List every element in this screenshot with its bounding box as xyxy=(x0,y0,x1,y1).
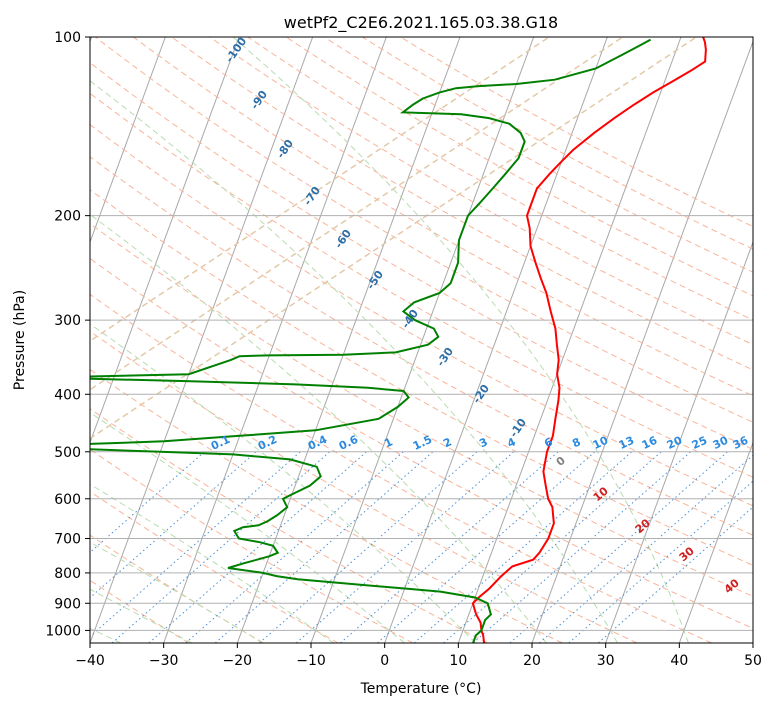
tan-isopleth-line xyxy=(90,37,624,391)
moist-adiabat-line xyxy=(90,213,547,643)
dry-adiabat-line xyxy=(90,124,753,507)
mixing-ratio-line xyxy=(539,454,753,643)
mixing-ratio-line xyxy=(509,451,728,643)
mixing-ratio-line xyxy=(90,451,257,599)
isotherm-line xyxy=(678,441,753,643)
profile-series xyxy=(90,37,707,643)
moist-adiabat-line xyxy=(90,483,334,643)
isotherm-line xyxy=(90,37,314,643)
dry-adiabat-line xyxy=(90,92,753,478)
dry-adiabat-line xyxy=(400,37,753,228)
x-tick-label: −10 xyxy=(296,653,326,669)
isotherm-line xyxy=(90,37,240,444)
y-tick-label: 200 xyxy=(54,209,81,225)
dry-adiabat-line xyxy=(90,62,753,450)
mixing-ratio-line xyxy=(295,451,515,643)
plot-frame xyxy=(89,36,754,644)
mixing-ratio-line xyxy=(568,480,753,643)
plot-background xyxy=(90,37,753,643)
dry-adiabat-line xyxy=(90,448,414,643)
mixing-ratio-label: 10 xyxy=(591,434,611,452)
dry-adiabat-line xyxy=(90,534,264,643)
pressure-grid xyxy=(90,37,753,631)
y-tick-label: 1000 xyxy=(45,623,81,639)
x-tick-label: 50 xyxy=(744,653,762,669)
x-axis: −40 −30 −20 −10 0 10 20 30 40 50 xyxy=(75,643,762,669)
isotherm-line xyxy=(236,37,461,643)
isotherm-line xyxy=(531,40,753,643)
isotherm-line xyxy=(384,37,608,643)
dry-adiabat-line xyxy=(90,189,753,566)
tan-isopleth-line xyxy=(90,37,697,440)
isopleth-labels: 0.1 0.2 0.4 0.6 1 1.5 2 3 4 6 8 10 13 16 20 25 30 36-100-… xyxy=(209,35,751,597)
mixing-ratio-line xyxy=(259,451,478,643)
x-tick-label: 30 xyxy=(597,653,615,669)
tan-isopleth-line xyxy=(90,37,550,342)
y-tick-label: 100 xyxy=(54,30,81,46)
isotherm-line xyxy=(90,37,166,244)
dry-adiabat-line xyxy=(285,37,753,297)
mixing-ratio-line xyxy=(111,451,331,643)
mixing-ratio-label: 20 xyxy=(665,434,685,452)
mixing-ratio-label: 36 xyxy=(731,434,751,452)
y-tick-label: 700 xyxy=(54,532,81,548)
x-tick-label: 10 xyxy=(449,653,467,669)
mixing-ratio-line xyxy=(148,451,367,643)
dry-adiabat-line xyxy=(90,223,753,597)
mixing-ratio-line xyxy=(597,506,753,643)
isotherm-line xyxy=(310,37,535,643)
x-tick-label: −20 xyxy=(223,653,253,669)
dewpoint-line xyxy=(90,38,652,643)
dry-adiabat-line xyxy=(323,37,753,273)
isotherm-line xyxy=(605,240,753,643)
dry-adiabat-line xyxy=(90,293,712,643)
isotherm-line xyxy=(457,37,682,643)
mixing-ratio-line xyxy=(443,451,662,643)
mixing-ratio-line xyxy=(413,451,633,643)
y-axis-title: Pressure (hPa) xyxy=(12,290,28,390)
dry-adiabat-line xyxy=(362,37,753,250)
x-tick-label: 20 xyxy=(523,653,541,669)
mixing-ratio-line xyxy=(90,451,301,638)
temperature-line xyxy=(471,37,707,643)
y-tick-label: 900 xyxy=(54,596,81,612)
mixing-ratio-line xyxy=(472,451,691,643)
y-tick-label: 400 xyxy=(54,387,81,403)
dry-adiabat-line xyxy=(90,257,753,629)
y-tick-label: 500 xyxy=(54,445,81,461)
isotherm-line xyxy=(163,37,387,643)
chart-title: wetPf2_C2E6.2021.165.03.38.G18 xyxy=(284,13,558,33)
mixing-ratio-line xyxy=(214,451,434,643)
x-tick-label: −40 xyxy=(75,653,105,669)
moist-adiabat-line xyxy=(90,323,476,643)
mixing-ratio-label: 16 xyxy=(640,434,660,452)
y-tick-label: 600 xyxy=(54,492,81,508)
y-tick-label: 800 xyxy=(54,566,81,582)
mixing-ratio-label: 25 xyxy=(690,434,709,452)
mixing-ratio-label: 30 xyxy=(711,434,731,452)
y-axis: 100 200 300 400 500 600 700 800 900 1000 xyxy=(45,30,90,639)
mixing-ratio-line xyxy=(340,451,559,643)
mixing-ratio-line xyxy=(376,451,596,643)
moist-adiabat-line xyxy=(90,80,618,643)
mixing-ratio-line xyxy=(90,451,205,554)
x-tick-label: −30 xyxy=(149,653,179,669)
isotherm-line xyxy=(752,641,753,643)
x-axis-title: Temperature (°C) xyxy=(360,681,482,697)
background-lines xyxy=(90,37,753,643)
mixing-ratio-label: 13 xyxy=(617,434,636,452)
y-tick-label: 300 xyxy=(54,313,81,329)
dry-adiabat-line xyxy=(90,330,638,643)
x-tick-label: 40 xyxy=(670,653,688,669)
x-tick-label: 0 xyxy=(380,653,389,669)
mixing-ratio-line xyxy=(185,451,404,643)
moist-adiabat-line xyxy=(90,412,405,643)
